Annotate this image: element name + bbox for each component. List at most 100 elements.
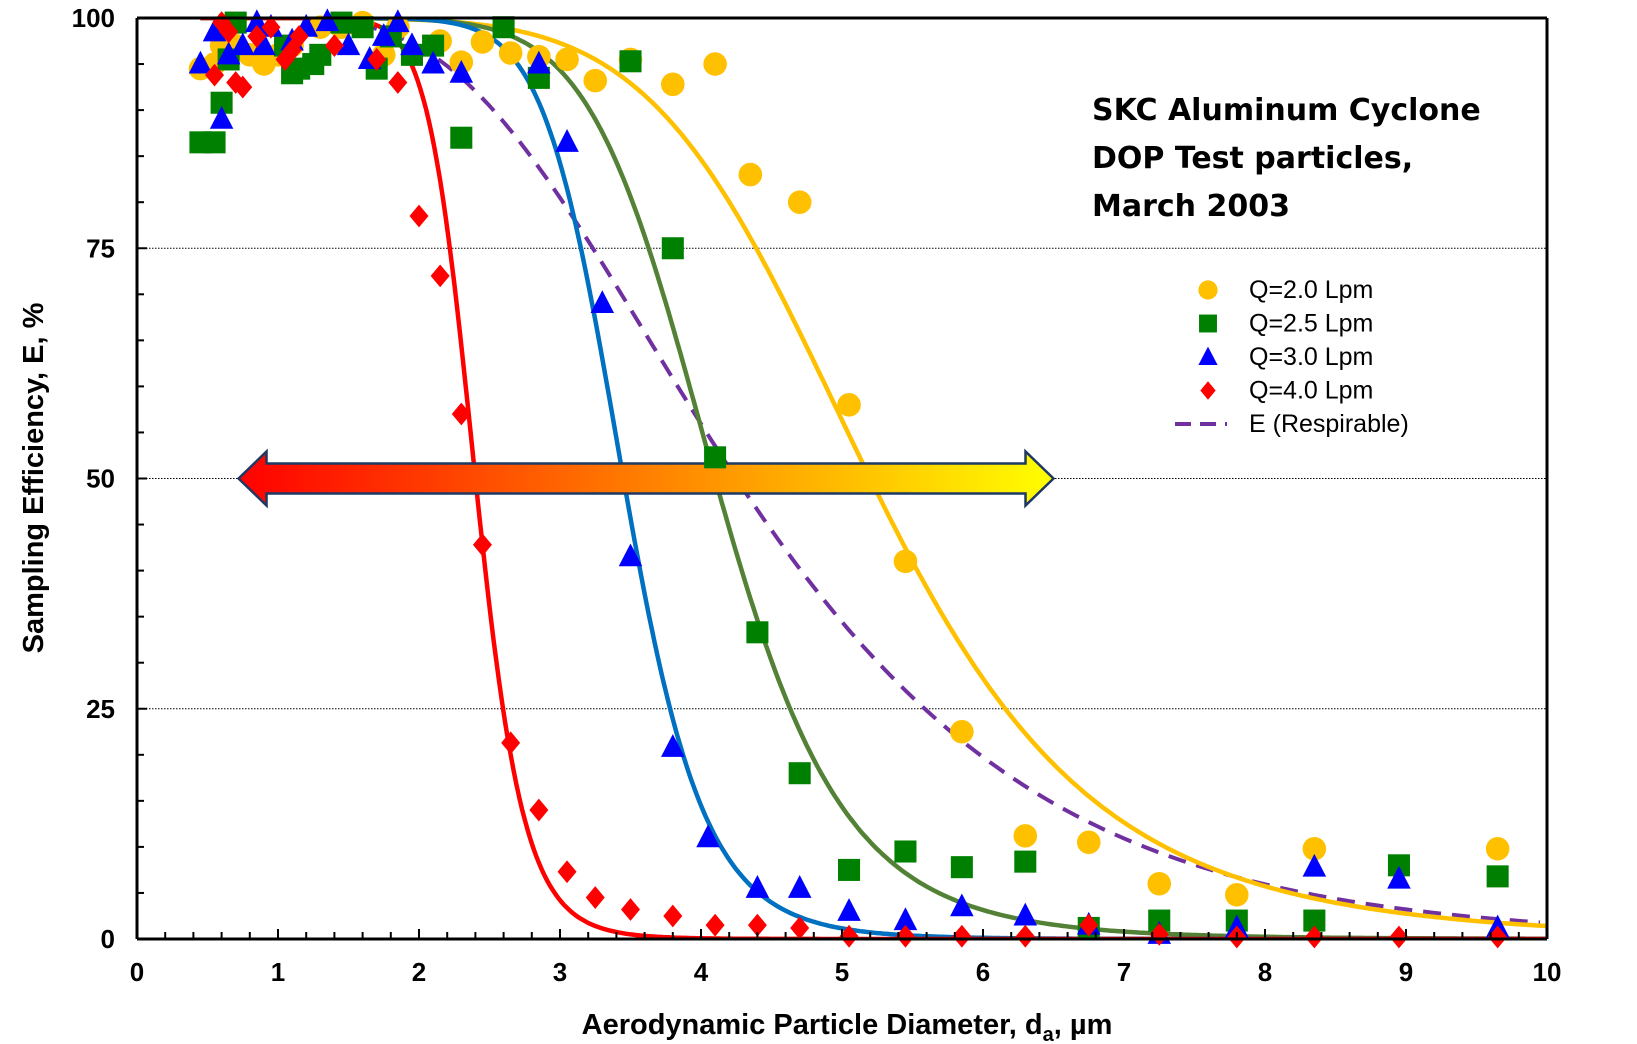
- x-tick-label: 4: [694, 957, 709, 987]
- point-s1-17: [492, 16, 515, 39]
- point-s2-4: [230, 32, 255, 56]
- point-s2-16: [421, 50, 445, 74]
- y-tick-label: 75: [86, 233, 115, 263]
- x-tick-label: 3: [553, 957, 567, 987]
- annotation-line-3: March 2003: [1092, 189, 1290, 224]
- point-s3-15: [451, 402, 471, 426]
- point-s3-10: [324, 34, 344, 58]
- y-tick-label: 50: [86, 464, 115, 494]
- annotation-line-1: SKC Aluminum Cyclone: [1092, 93, 1481, 128]
- point-s2-34: [1387, 865, 1411, 889]
- legend-marker-0: [1198, 280, 1218, 300]
- point-s2-1: [202, 18, 227, 42]
- x-tick-label: 0: [130, 957, 144, 987]
- point-s1-24: [838, 858, 861, 881]
- point-s3-5: [247, 25, 267, 48]
- point-s3-16: [472, 533, 492, 557]
- point-s2-26: [837, 898, 861, 921]
- legend-label-4: E (Respirable): [1249, 410, 1409, 438]
- legend-label-2: Q=3.0 Lpm: [1249, 343, 1373, 371]
- point-s2-11: [336, 32, 361, 56]
- point-s0-30: [1076, 830, 1101, 855]
- cutpoint-arrow: [236, 448, 1056, 509]
- point-s0-16: [470, 30, 495, 54]
- point-s2-33: [1302, 853, 1327, 877]
- point-s3-29: [1015, 924, 1035, 948]
- fit-curve-2: [200, 18, 1546, 939]
- point-s0-29: [1013, 824, 1038, 848]
- x-tick-label: 1: [271, 957, 285, 987]
- point-s1-29: [1148, 909, 1171, 932]
- point-s1-26: [950, 856, 973, 879]
- point-s2-18: [527, 50, 551, 74]
- double-arrow: [236, 448, 1056, 509]
- point-s0-23: [703, 52, 727, 76]
- legend-marker-3: [1200, 381, 1216, 400]
- point-s1-23: [788, 762, 811, 785]
- point-s3-9: [289, 25, 309, 48]
- point-s3-20: [585, 886, 605, 909]
- point-s2-10: [315, 8, 340, 32]
- point-s3-11: [367, 48, 387, 71]
- legend-label-1: Q=2.5 Lpm: [1249, 310, 1373, 338]
- point-s2-24: [745, 875, 770, 898]
- point-s0-22: [661, 72, 685, 97]
- point-s1-11: [351, 16, 374, 39]
- point-s3-33: [1304, 925, 1324, 949]
- point-s2-6: [252, 32, 276, 56]
- point-s0-19: [555, 47, 579, 72]
- point-s3-12: [388, 71, 408, 94]
- point-s1-2: [210, 91, 233, 114]
- legend-label-3: Q=4.0 Lpm: [1249, 377, 1373, 405]
- point-s1-21: [704, 446, 727, 469]
- x-tick-label: 8: [1258, 957, 1272, 987]
- point-s3-22: [663, 904, 683, 928]
- point-s1-15: [422, 34, 445, 57]
- point-s2-28: [950, 893, 974, 917]
- respirable-curve: [214, 18, 1541, 925]
- point-s0-26: [837, 393, 861, 417]
- point-s2-25: [787, 875, 812, 898]
- point-s2-3: [216, 41, 241, 65]
- x-axis-title-subscript: a: [1043, 1024, 1055, 1044]
- point-s2-21: [618, 543, 643, 567]
- x-axis-title-main: Aerodynamic Particle Diameter, d: [582, 1009, 1043, 1041]
- point-s3-18: [529, 798, 549, 822]
- point-s1-22: [746, 621, 769, 644]
- point-s2-22: [661, 734, 685, 757]
- annotation-line-2: DOP Test particles,: [1092, 141, 1413, 176]
- point-s3-17: [501, 731, 521, 755]
- point-s3-23: [705, 913, 725, 937]
- point-s2-14: [386, 9, 410, 33]
- point-s3-19: [557, 860, 577, 884]
- legend: Q=2.0 Lpm Q=2.5 Lpm Q=3.0 Lpm Q=4.0 Lpm E (R…: [1175, 276, 1409, 438]
- point-s3-35: [1488, 925, 1508, 949]
- point-s0-34: [1485, 836, 1510, 861]
- legend-label-0: Q=2.0 Lpm: [1249, 276, 1373, 304]
- point-s1-32: [1387, 854, 1410, 877]
- point-s2-13: [371, 23, 396, 46]
- point-s1-20: [661, 237, 684, 260]
- point-s3-4: [233, 75, 253, 99]
- respirable-curve-line: [214, 18, 1541, 925]
- point-s3-0: [205, 63, 225, 87]
- point-s0-33: [1302, 836, 1327, 861]
- point-s2-15: [400, 32, 424, 56]
- point-s0-17: [498, 41, 523, 65]
- point-s1-1: [203, 131, 226, 154]
- fit-curve-3: [200, 18, 1546, 939]
- legend-marker-1: [1199, 314, 1217, 333]
- point-s1-9: [309, 43, 332, 66]
- point-s1-27: [1014, 850, 1037, 873]
- y-axis-title: Sampling Efficiency, E, %: [18, 302, 50, 653]
- point-s3-2: [219, 20, 239, 44]
- x-axis-title-units: , µm: [1054, 1009, 1113, 1041]
- x-tick-label: 2: [412, 957, 426, 987]
- axes: [135, 16, 1549, 941]
- x-tick-label: 5: [835, 957, 849, 987]
- point-s1-25: [894, 840, 917, 863]
- point-s0-28: [950, 719, 974, 744]
- point-s0-27: [893, 549, 918, 574]
